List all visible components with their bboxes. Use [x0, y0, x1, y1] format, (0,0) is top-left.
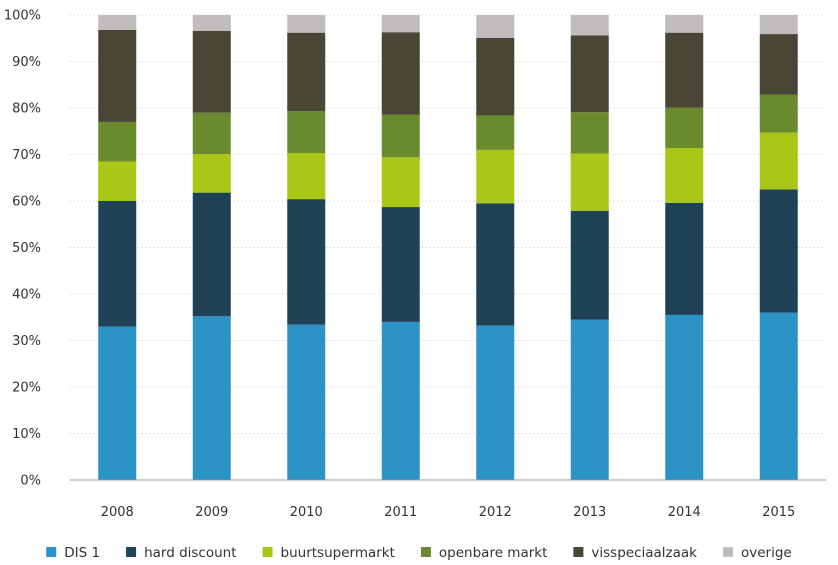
legend: DIS 1 hard discount buurtsupermarkt openbar… — [46, 545, 792, 561]
bar-segment-overige — [287, 15, 326, 33]
x-tick-label: 2011 — [384, 505, 417, 520]
bar-segment-visspeciaalzaak — [381, 32, 420, 115]
bar-segment-overige — [192, 15, 231, 31]
legend-swatch — [126, 547, 137, 557]
bar-segment-dis-1 — [192, 316, 231, 480]
bar-segment-overige — [759, 15, 798, 35]
bar-segment-buurtsupermarkt — [192, 154, 231, 193]
legend-label: buurtsupermarkt — [281, 545, 395, 561]
y-tick-label: 30% — [12, 334, 41, 349]
y-tick-label: 100% — [4, 9, 41, 24]
bar-segment-openbare-markt — [98, 121, 137, 162]
bar-segment-visspeciaalzaak — [476, 37, 515, 116]
bar-segment-hard-discount — [98, 201, 137, 327]
bar-segment-buurtsupermarkt — [570, 153, 609, 211]
bar-segment-dis-1 — [759, 312, 798, 480]
x-tick-label: 2015 — [762, 505, 795, 520]
y-tick-label: 70% — [12, 148, 41, 163]
legend-swatch — [46, 547, 57, 557]
y-tick-label: 80% — [12, 102, 41, 117]
bar-segment-visspeciaalzaak — [665, 32, 704, 108]
legend-label: hard discount — [144, 545, 236, 561]
y-tick-label: 50% — [12, 241, 41, 256]
bar-segment-dis-1 — [665, 314, 704, 480]
x-tick-label: 2014 — [668, 505, 701, 520]
legend-item: hard discount — [126, 545, 237, 561]
bar-segment-visspeciaalzaak — [759, 34, 798, 95]
y-tick-label: 40% — [12, 288, 41, 303]
bar-segment-hard-discount — [192, 192, 231, 317]
bar-segment-overige — [98, 15, 137, 30]
bar-segment-buurtsupermarkt — [665, 147, 704, 203]
bar-segment-openbare-markt — [570, 112, 609, 154]
bar-segment-visspeciaalzaak — [192, 30, 231, 113]
legend-swatch — [420, 547, 431, 557]
bar-segment-openbare-markt — [287, 111, 326, 154]
legend-swatch — [262, 547, 273, 557]
legend-item: buurtsupermarkt — [262, 545, 395, 561]
legend-item: openbare markt — [420, 545, 547, 561]
bar-segment-hard-discount — [287, 199, 326, 325]
x-tick-label: 2008 — [101, 505, 134, 520]
legend-label: overige — [741, 545, 792, 561]
bar-segment-buurtsupermarkt — [759, 132, 798, 190]
x-tick-label: 2010 — [290, 505, 323, 520]
bar-segment-hard-discount — [759, 189, 798, 313]
bar-segment-hard-discount — [476, 203, 515, 326]
bar-segment-visspeciaalzaak — [98, 29, 137, 122]
y-tick-label: 60% — [12, 195, 41, 210]
legend-label: openbare markt — [439, 545, 547, 561]
bar-segment-dis-1 — [476, 325, 515, 480]
legend-item: overige — [723, 545, 792, 561]
y-axis: 0% 10% 20% 30% 40% 50% 60% 70% 80% 90% 100% — [4, 9, 41, 489]
bar-segment-openbare-markt — [759, 94, 798, 133]
bar-segment-hard-discount — [570, 210, 609, 320]
bar-segment-dis-1 — [381, 321, 420, 480]
bar-segment-dis-1 — [570, 319, 609, 480]
bar-segment-buurtsupermarkt — [476, 149, 515, 204]
bar-segment-dis-1 — [287, 324, 326, 480]
grid — [70, 14, 826, 434]
bar-segment-dis-1 — [98, 326, 137, 480]
bar-segment-visspeciaalzaak — [570, 35, 609, 113]
bar-segment-overige — [665, 15, 704, 33]
bar-segment-hard-discount — [381, 207, 420, 322]
bar-segment-overige — [381, 15, 420, 33]
legend-label: visspeciaalzaak — [591, 545, 697, 561]
legend-label: DIS 1 — [64, 545, 100, 561]
y-tick-label: 0% — [20, 474, 41, 489]
bar-segment-hard-discount — [665, 202, 704, 315]
bar-segment-openbare-markt — [192, 112, 231, 155]
bar-segment-buurtsupermarkt — [287, 153, 326, 200]
bar-segment-buurtsupermarkt — [98, 161, 137, 201]
bar-segment-openbare-markt — [476, 115, 515, 150]
bar-segment-openbare-markt — [381, 114, 420, 158]
bar-segment-overige — [476, 15, 515, 38]
legend-item: visspeciaalzaak — [573, 545, 697, 561]
y-tick-label: 10% — [12, 427, 41, 442]
x-tick-label: 2012 — [479, 505, 512, 520]
bar-segment-buurtsupermarkt — [381, 157, 420, 208]
legend-swatch — [723, 547, 734, 557]
bars — [98, 15, 798, 480]
bar-segment-overige — [570, 15, 609, 36]
x-tick-label: 2009 — [195, 505, 228, 520]
y-tick-label: 20% — [12, 381, 41, 396]
x-tick-label: 2013 — [573, 505, 606, 520]
y-tick-label: 90% — [12, 55, 41, 70]
bar-segment-openbare-markt — [665, 107, 704, 148]
bar-segment-visspeciaalzaak — [287, 32, 326, 112]
legend-item: DIS 1 — [46, 545, 100, 561]
legend-swatch — [573, 547, 584, 557]
x-axis: 2008 2009 2010 2011 2012 2013 2014 2015 — [70, 479, 826, 520]
